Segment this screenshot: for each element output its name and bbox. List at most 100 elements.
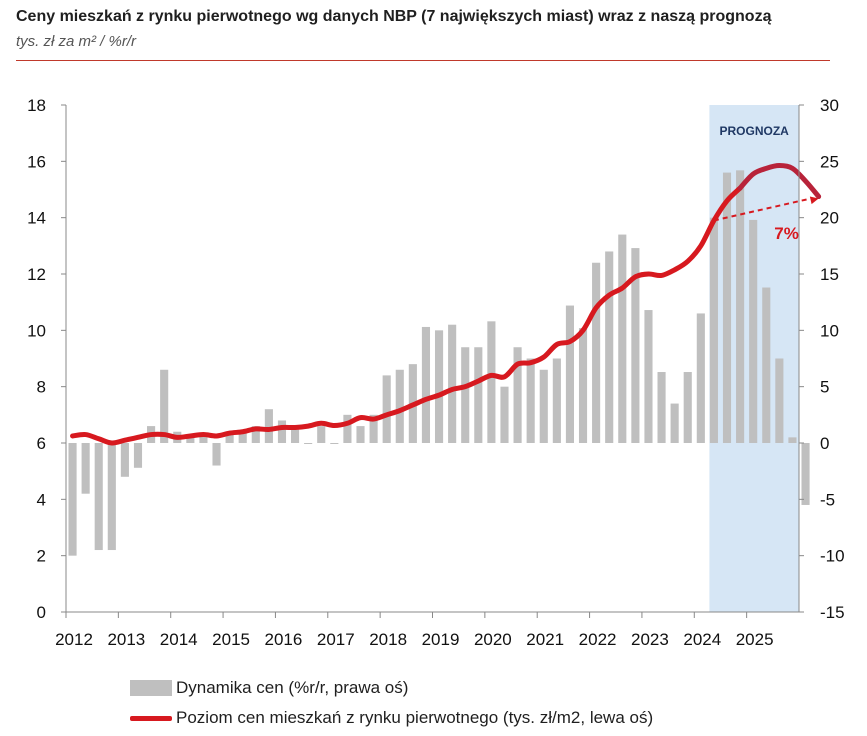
price-level-line: [70, 185, 743, 446]
legend-line-label: Poziom cen mieszkań z rynku pierwotnego …: [176, 708, 654, 727]
bar: [330, 443, 339, 444]
bar: [238, 431, 247, 443]
bar: [369, 414, 378, 443]
x-axis-tick-label: 2015: [212, 630, 250, 649]
bar: [605, 251, 614, 443]
bar: [107, 443, 116, 551]
bar: [81, 443, 90, 494]
bar: [395, 369, 404, 443]
bar: [448, 324, 457, 443]
bar: [120, 443, 129, 477]
bar: [199, 433, 208, 443]
x-axis-ticks: 2012 2013 2014 2015 2016 2017 2018 2019 2020 2021…: [55, 612, 774, 649]
bar: [696, 313, 705, 443]
bar: [160, 369, 169, 443]
forecast-label: PROGNOZA: [720, 124, 790, 138]
x-axis-tick-label: 2022: [579, 630, 617, 649]
right-axis-ticks: -15 -10 -5 0 5 10 15 20 25 30: [799, 96, 845, 622]
bar: [788, 437, 797, 443]
bar: [657, 372, 666, 443]
forecast-arrow-shaft: [713, 197, 811, 222]
bar: [631, 248, 640, 443]
right-axis-tick-label: 15: [820, 265, 839, 284]
bar: [68, 443, 77, 556]
bar: [578, 328, 588, 443]
x-axis-tick-label: 2014: [160, 630, 198, 649]
bar: [526, 358, 535, 443]
left-axis-tick-label: 16: [27, 152, 46, 171]
left-axis-tick-label: 2: [37, 547, 46, 566]
left-axis-tick-label: 18: [27, 96, 46, 115]
x-axis-tick-label: 2020: [474, 630, 512, 649]
left-axis-ticks: 0 2 4 6 8 10 12 14 16 18: [27, 96, 66, 622]
right-axis-tick-label: 20: [820, 209, 839, 228]
left-axis-tick-label: 10: [27, 321, 46, 340]
bar: [736, 170, 745, 443]
x-axis-tick-label: 2013: [107, 630, 145, 649]
bar: [513, 347, 522, 443]
bar: [474, 347, 483, 443]
legend-item-line: Poziom cen mieszkań z rynku pierwotnego …: [130, 708, 653, 728]
bar: [251, 426, 260, 443]
x-axis-tick-label: 2018: [369, 630, 407, 649]
bar: [644, 310, 653, 443]
axes: [65, 105, 800, 613]
x-axis-tick-label: 2024: [683, 630, 721, 649]
bar: [539, 369, 548, 443]
x-axis-tick-label: 2021: [526, 630, 564, 649]
bar: [618, 234, 627, 443]
x-axis-tick-label: 2017: [317, 630, 355, 649]
bar: [277, 420, 287, 443]
forecast-arrow-head: [809, 196, 819, 205]
bar: [434, 330, 444, 443]
bar: [461, 347, 470, 443]
bar: [382, 375, 391, 443]
bar: [212, 443, 221, 466]
forecast-growth-annotation: 7%: [774, 224, 799, 243]
bar: [356, 426, 365, 443]
bar: [749, 219, 758, 443]
right-axis-tick-label: -5: [820, 490, 835, 509]
bar: [133, 443, 143, 468]
x-axis-tick-label: 2019: [422, 630, 460, 649]
bar: [186, 437, 195, 443]
forecast-arrow: [713, 196, 819, 222]
bar: [225, 431, 234, 443]
bar: [565, 305, 574, 443]
right-axis-tick-label: 30: [820, 96, 839, 115]
bar: [343, 414, 352, 443]
bar: [304, 443, 313, 444]
x-axis-tick-label: 2016: [265, 630, 303, 649]
bar: [775, 358, 784, 443]
legend-bar-label: Dynamika cen (%r/r, prawa oś): [176, 678, 409, 697]
right-axis-tick-label: -10: [820, 547, 845, 566]
left-axis-tick-label: 8: [37, 378, 46, 397]
x-axis-tick-label: 2023: [631, 630, 669, 649]
right-axis-tick-label: 25: [820, 152, 839, 171]
bar: [264, 409, 273, 443]
bar: [291, 426, 300, 443]
bar: [421, 326, 431, 443]
left-axis-tick-label: 14: [27, 209, 46, 228]
left-axis-tick-label: 12: [27, 265, 46, 284]
price-level-forecast-line: [737, 163, 822, 200]
bar: [709, 217, 718, 443]
chart-title: Ceny mieszkań z rynku pierwotnego wg dan…: [16, 8, 772, 25]
legend-item-bars: Dynamika cen (%r/r, prawa oś): [130, 678, 408, 698]
left-axis-tick-label: 6: [37, 434, 46, 453]
bar: [94, 443, 103, 551]
bar: [487, 321, 496, 443]
x-axis-tick-label: 2012: [55, 630, 93, 649]
bar: [722, 172, 732, 443]
chart-subtitle: tys. zł za m² / %r/r: [16, 33, 136, 50]
legend-line-swatch: [130, 715, 172, 721]
title-rule: [16, 60, 830, 61]
bar: [801, 443, 810, 505]
bar: [762, 287, 771, 443]
right-axis-tick-label: 5: [820, 378, 829, 397]
left-axis-tick-label: 4: [37, 490, 46, 509]
bar: [552, 358, 561, 443]
legend-bar-swatch: [130, 680, 172, 696]
bar: [683, 372, 692, 443]
